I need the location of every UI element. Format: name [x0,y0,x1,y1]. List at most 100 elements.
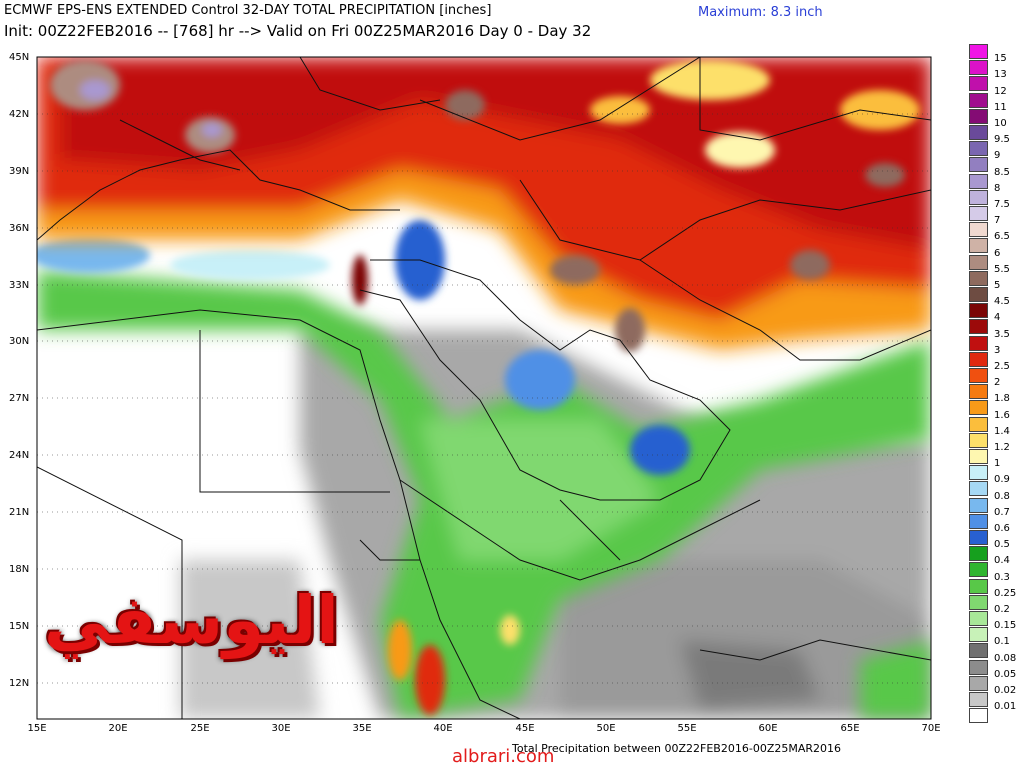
colorbar-swatch [969,60,988,76]
colorbar-label: 0.01 [994,701,1017,713]
colorbar-label: 12 [994,85,1007,97]
colorbar-label: 5 [994,280,1001,291]
lon-label: 15E [27,723,47,734]
lat-label: 45N [9,52,30,63]
colorbar-swatch [969,675,988,691]
colorbar-label: 1.4 [994,425,1010,437]
colorbar-swatch [969,384,988,400]
colorbar-label: 15 [994,53,1007,65]
colorbar-swatch [969,481,988,497]
watermark-logo: اليوسفي [44,582,339,659]
colorbar-swatch [969,254,988,270]
colorbar-label: 8 [994,182,1001,194]
colorbar-label: 7 [994,215,1001,227]
colorbar-label: 0.25 [994,587,1017,599]
colorbar-swatch [969,400,988,416]
colorbar-swatch [969,432,988,448]
lon-label: 65E [840,723,860,734]
colorbar-label: 0.5 [994,539,1010,551]
colorbar-swatch [969,222,988,238]
colorbar-swatch [969,76,988,92]
country-borders [37,57,931,719]
lon-label: 20E [108,723,128,734]
colorbar-swatch [969,368,988,383]
colorbar-label: 0.6 [994,523,1010,534]
credit-link[interactable]: albrari.com [452,746,555,767]
colorbar-swatch [969,92,988,108]
colorbar-swatch [969,546,988,562]
colorbar-label: 13 [994,69,1007,81]
colorbar-swatch [969,513,988,529]
colorbar-swatch [969,238,988,254]
lon-label: 30E [271,723,291,734]
lon-label: 55E [677,723,697,734]
colorbar-swatch [969,303,988,319]
map-title: ECMWF EPS-ENS EXTENDED Control 32-DAY TO… [4,3,492,18]
lon-label: 35E [352,723,372,734]
colorbar-swatch [969,659,988,675]
colorbar-swatch [969,319,988,335]
colorbar-swatch [969,125,988,140]
colorbar-label: 0.2 [994,604,1010,615]
colorbar-label: 1 [994,458,1001,470]
graticule [37,113,931,684]
lat-label: 30N [9,336,30,347]
lon-label: 40E [433,723,453,734]
map-frame [36,56,932,720]
footer-caption: Total Precipitation between 00Z22FEB2016… [512,742,842,755]
map-subtitle: Init: 00Z22FEB2016 -- [768] hr --> Valid… [4,22,592,40]
colorbar-label: 11 [994,101,1007,113]
lat-label: 36N [9,223,30,234]
lat-label: 42N [9,109,30,120]
colorbar-label: 8.5 [994,166,1010,178]
colorbar-swatch [969,141,988,157]
colorbar-label: 4.5 [994,296,1010,308]
colorbar-label: 0.1 [994,636,1010,648]
colorbar-label: 0.08 [994,652,1017,664]
colorbar-label: 7.5 [994,199,1010,210]
colorbar-label: 0.8 [994,490,1010,502]
colorbar-swatch [969,189,988,205]
colorbar-swatch [969,157,988,173]
colorbar-label: 0.02 [994,685,1017,696]
lat-label: 27N [9,393,30,404]
maximum-label: Maximum: 8.3 inch [698,5,823,20]
colorbar-label: 2 [994,377,1001,389]
colorbar-swatch [969,449,988,464]
moderate-precip-zone [37,270,931,719]
colorbar-swatch [969,562,988,578]
colorbar-label: 6 [994,247,1001,259]
lat-label: 18N [9,564,30,575]
colorbar-label: 3.5 [994,328,1010,340]
colorbar-swatch [969,465,988,481]
ethiopia-precip [388,615,520,715]
colorbar-swatch [969,708,988,724]
colorbar-swatch [969,335,988,351]
colorbar-label: 2.5 [994,361,1010,372]
colorbar-label: 5.5 [994,263,1010,275]
lon-label: 60E [758,723,778,734]
colorbar-label: 3 [994,344,1001,356]
colorbar-swatch [969,497,988,513]
colorbar-label: 0.3 [994,571,1010,583]
colorbar-swatch [969,611,988,626]
colorbar-swatch [969,578,988,594]
lat-label: 39N [9,166,30,177]
colorbar-label: 9.5 [994,134,1010,146]
colorbar-label: 10 [994,118,1007,129]
lat-label: 15N [9,621,30,632]
colorbar-label: 0.05 [994,668,1017,680]
colorbar-swatch [969,351,988,367]
lat-label: 12N [9,678,30,689]
colorbar-swatch [969,530,988,545]
colorbar-swatch [969,108,988,124]
colorbar-label: 6.5 [994,231,1010,243]
lat-label: 33N [9,280,30,291]
colorbar-swatch [969,643,988,659]
lon-label: 70E [921,723,941,734]
colorbar-swatch [969,594,988,610]
lon-label: 50E [596,723,616,734]
lat-label: 21N [9,507,30,518]
colorbar-swatch [969,44,988,59]
